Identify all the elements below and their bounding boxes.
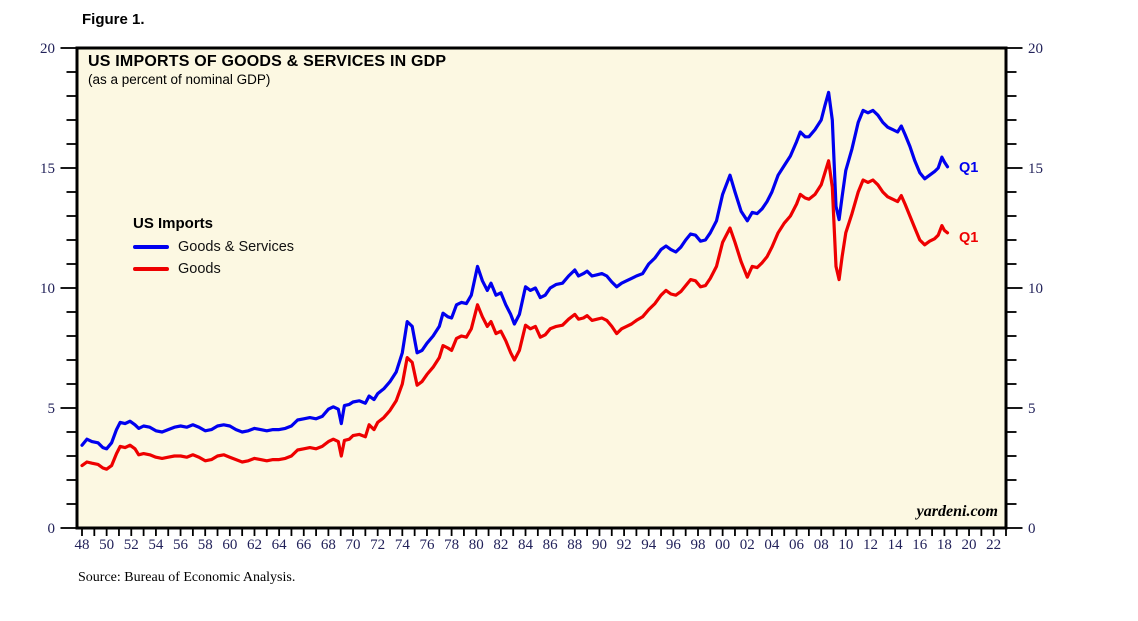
- x-tick-label: 62: [247, 537, 262, 553]
- series-line-goods: [80, 159, 950, 471]
- x-tick-label: 90: [592, 537, 607, 553]
- x-tick-label: 04: [764, 537, 780, 553]
- x-tick-label: 54: [148, 537, 164, 553]
- x-tick-label: 66: [296, 537, 312, 553]
- y-tick-label-left: 5: [48, 401, 56, 417]
- x-tick-label: 56: [173, 537, 189, 553]
- x-tick-label: 16: [912, 537, 928, 553]
- x-tick-label: 74: [395, 537, 411, 553]
- x-tick-label: 72: [370, 537, 385, 553]
- y-axis-ticks: 0 0 5 5 10 10 15 15 20 20: [40, 41, 1043, 537]
- x-tick-label: 12: [863, 537, 878, 553]
- x-tick-label: 76: [419, 537, 435, 553]
- y-tick-label-right: 15: [1028, 161, 1043, 177]
- x-tick-label: 58: [198, 537, 213, 553]
- x-tick-label: 18: [937, 537, 952, 553]
- y-tick-label-left: 0: [48, 521, 56, 537]
- y-tick-label-left: 10: [40, 281, 55, 297]
- x-tick-label: 02: [740, 537, 755, 553]
- y-tick-label-right: 10: [1028, 281, 1043, 297]
- x-tick-label: 68: [321, 537, 336, 553]
- x-axis-ticks: 48 50 52 54 56 58 60 62 64 66 68 70 72 74 76 78 80 82 84 86…: [75, 529, 1007, 553]
- x-tick-label: 88: [567, 537, 582, 553]
- x-tick-label: 94: [641, 537, 657, 553]
- x-tick-label: 50: [99, 537, 114, 553]
- x-tick-label: 10: [838, 537, 853, 553]
- x-tick-label: 14: [888, 537, 904, 553]
- x-tick-label: 84: [518, 537, 534, 553]
- x-tick-label: 52: [124, 537, 139, 553]
- x-tick-label: 78: [444, 537, 459, 553]
- y-tick-label-right: 20: [1028, 41, 1043, 57]
- x-tick-label: 96: [666, 537, 682, 553]
- y-tick-label-right: 0: [1028, 521, 1036, 537]
- x-tick-label: 92: [617, 537, 632, 553]
- y-tick-label-right: 5: [1028, 401, 1036, 417]
- x-tick-label: 00: [715, 537, 730, 553]
- y-tick-label-left: 15: [40, 161, 55, 177]
- x-tick-label: 48: [75, 537, 90, 553]
- x-tick-label: 70: [346, 537, 361, 553]
- x-tick-label: 98: [691, 537, 706, 553]
- x-tick-label: 86: [543, 537, 559, 553]
- x-tick-label: 20: [962, 537, 977, 553]
- y-tick-label-left: 20: [40, 41, 55, 57]
- x-tick-label: 06: [789, 537, 805, 553]
- series-line-goods-services: [80, 90, 950, 451]
- x-tick-label: 22: [986, 537, 1001, 553]
- plot-area: [75, 46, 1008, 530]
- x-tick-label: 64: [272, 537, 288, 553]
- x-tick-label: 80: [469, 537, 484, 553]
- x-tick-label: 60: [222, 537, 237, 553]
- figure-label: Figure 1.: [82, 11, 145, 28]
- x-tick-label: 82: [493, 537, 508, 553]
- x-tick-label: 08: [814, 537, 829, 553]
